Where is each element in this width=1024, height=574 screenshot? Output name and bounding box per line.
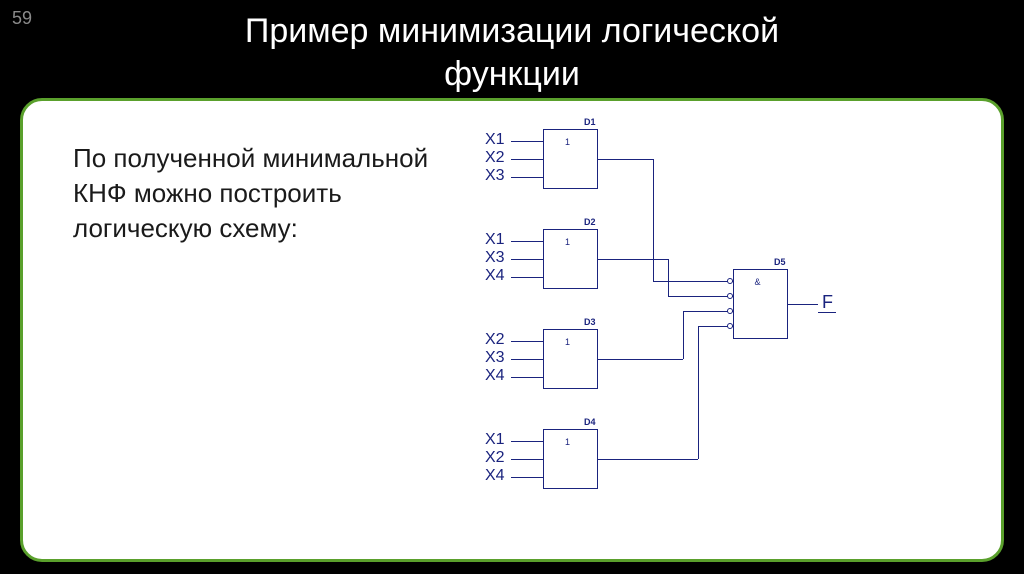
input-label: X3 <box>485 167 505 185</box>
gate-label: D1 <box>584 117 596 127</box>
input-label: X4 <box>485 367 505 385</box>
wire <box>616 159 653 160</box>
gate-symbol: 1 <box>565 137 570 147</box>
wire <box>616 259 668 260</box>
wire <box>818 312 836 313</box>
wire <box>653 159 654 281</box>
gate-symbol: & <box>754 277 760 287</box>
gate-label: D3 <box>584 317 596 327</box>
logic-diagram: D11X1X2X3D21X1X3X4D31X2X3X4D41X1X2X4D5&F <box>453 119 973 549</box>
body-text: По полученной минимальной КНФ можно пост… <box>73 141 433 246</box>
wire <box>683 311 733 312</box>
wire <box>668 259 669 296</box>
input-label: X1 <box>485 231 505 249</box>
gate-label: D4 <box>584 417 596 427</box>
gate-symbol: 1 <box>565 337 570 347</box>
wire <box>598 159 616 160</box>
wire <box>511 277 543 278</box>
wire <box>511 241 543 242</box>
wire <box>511 459 543 460</box>
wire <box>683 311 684 359</box>
wire <box>511 159 543 160</box>
gate-d4 <box>543 429 598 489</box>
wire <box>598 459 616 460</box>
title-line1: Пример минимизации логической <box>245 12 779 50</box>
gate-d2 <box>543 229 598 289</box>
input-label: X2 <box>485 331 505 349</box>
wire <box>511 359 543 360</box>
wire <box>511 341 543 342</box>
title-line2: функции <box>444 55 580 93</box>
wire <box>698 326 699 459</box>
slide-title: Пример минимизации логической функции <box>0 0 1024 95</box>
wire <box>598 259 616 260</box>
input-label: X4 <box>485 467 505 485</box>
input-label: X2 <box>485 449 505 467</box>
wire <box>511 259 543 260</box>
input-label: X4 <box>485 267 505 285</box>
gate-d3 <box>543 329 598 389</box>
wire <box>616 359 683 360</box>
wire <box>616 459 698 460</box>
wire <box>653 281 733 282</box>
wire <box>511 377 543 378</box>
gate-symbol: 1 <box>565 437 570 447</box>
content-frame: По полученной минимальной КНФ можно пост… <box>20 98 1004 562</box>
gate-symbol: 1 <box>565 237 570 247</box>
input-label: X1 <box>485 131 505 149</box>
wire <box>598 359 616 360</box>
gate-label: D2 <box>584 217 596 227</box>
input-label: X3 <box>485 249 505 267</box>
output-label: F <box>822 292 833 313</box>
slide-number: 59 <box>12 8 32 29</box>
wire <box>511 141 543 142</box>
input-label: X1 <box>485 431 505 449</box>
gate-d1 <box>543 129 598 189</box>
input-label: X3 <box>485 349 505 367</box>
wire <box>668 296 733 297</box>
wire <box>511 177 543 178</box>
wire <box>788 304 818 305</box>
input-label: X2 <box>485 149 505 167</box>
wire <box>511 477 543 478</box>
wire <box>511 441 543 442</box>
gate-label: D5 <box>774 257 786 267</box>
